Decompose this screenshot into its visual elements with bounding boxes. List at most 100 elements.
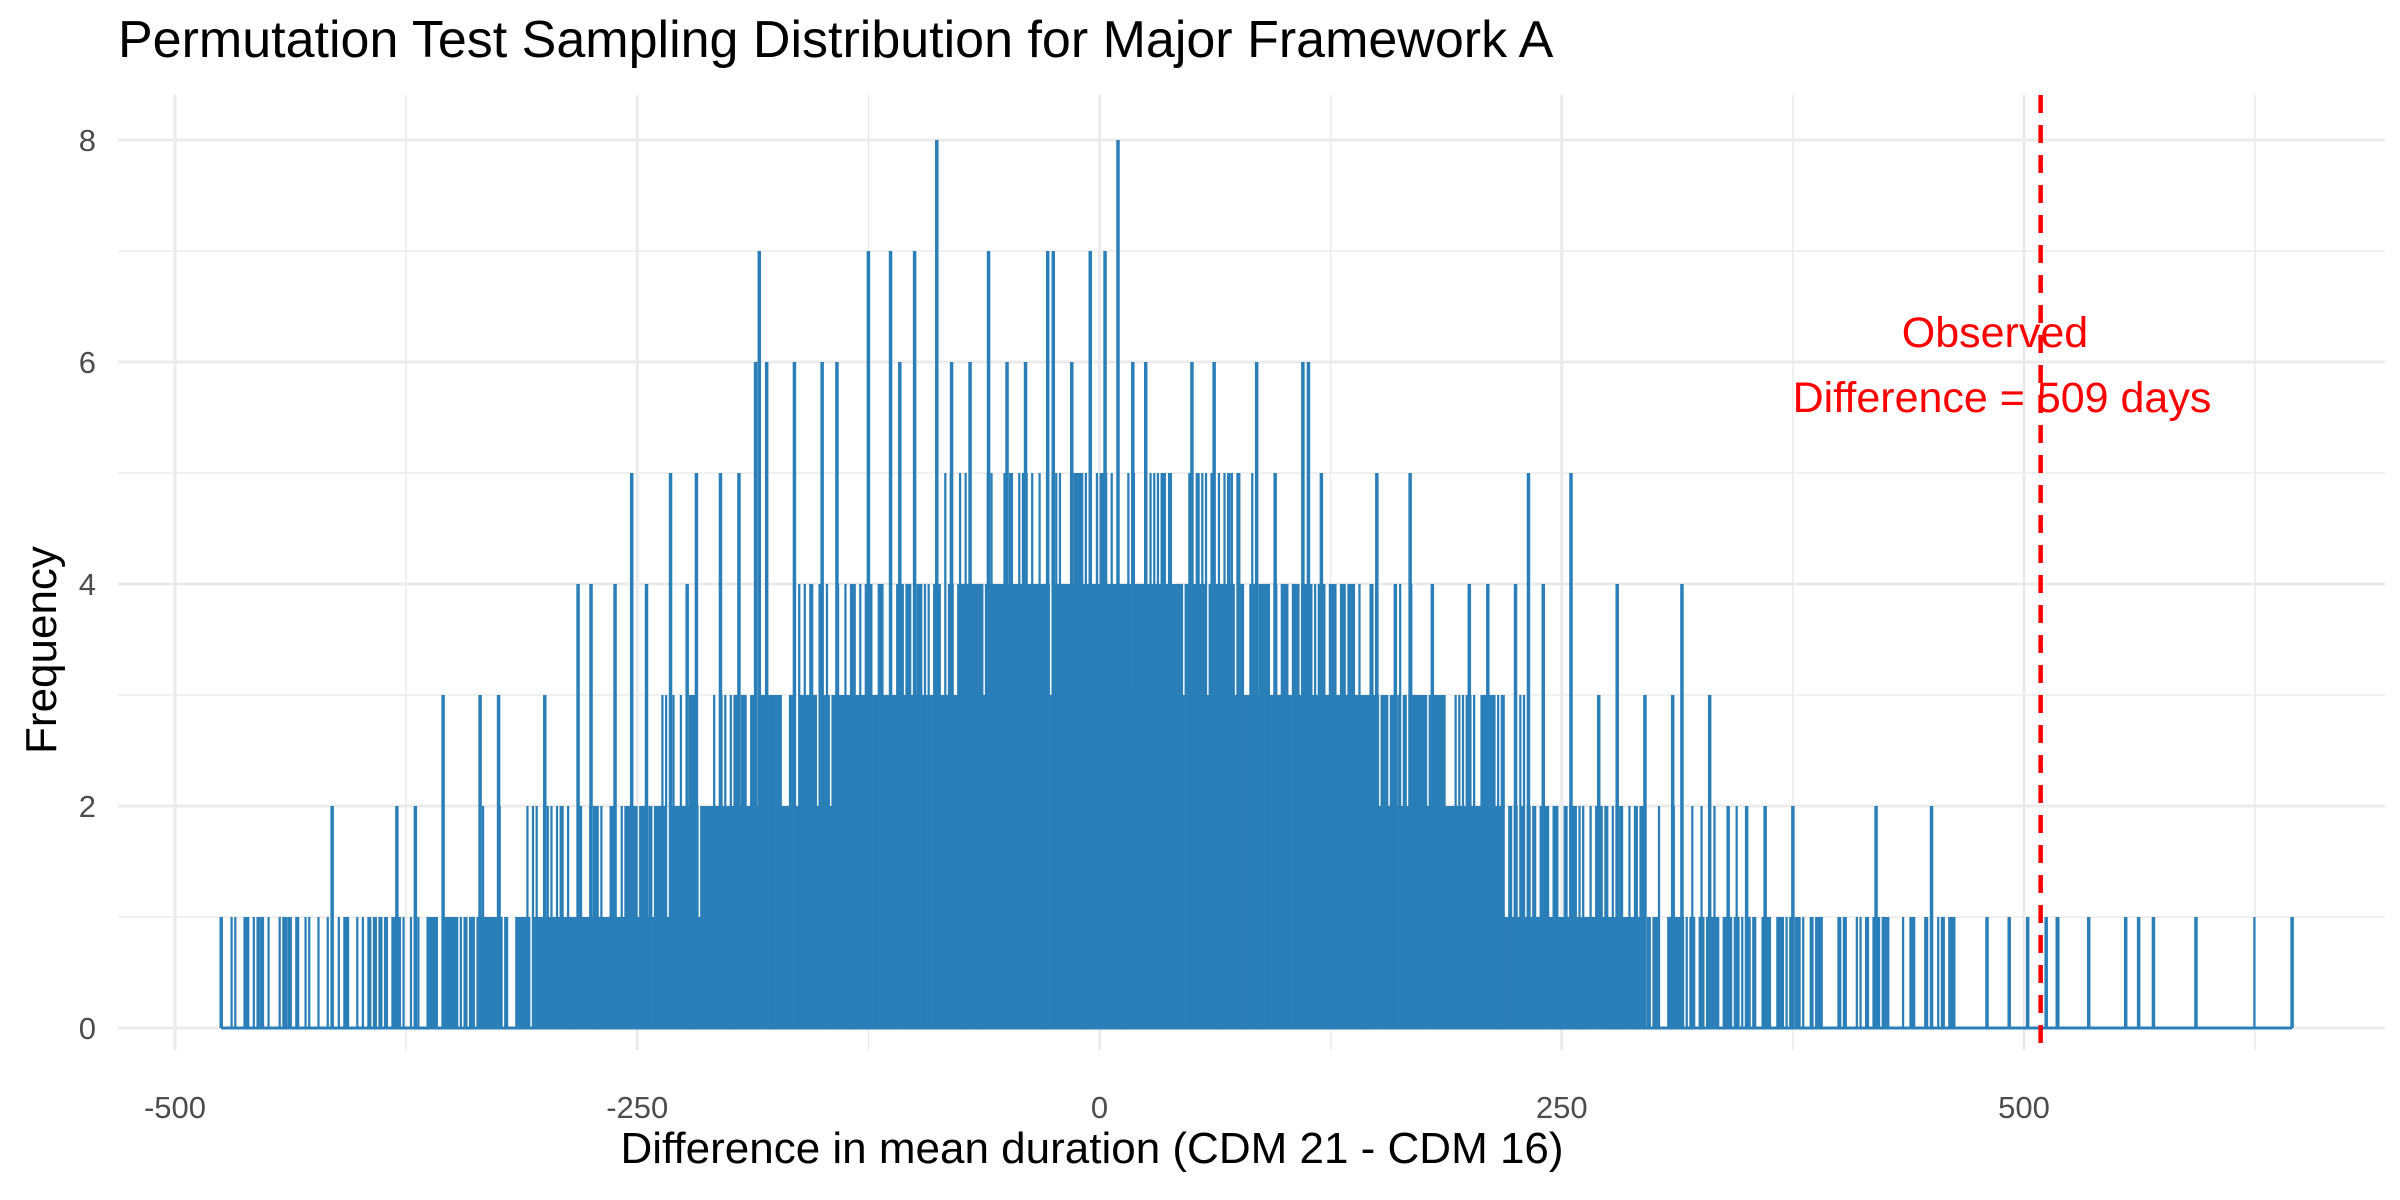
histogram-bar: [1110, 473, 1113, 1028]
histogram-bar: [762, 695, 766, 1028]
histogram-bar: [1502, 695, 1505, 1028]
histogram-bar: [1363, 695, 1367, 1028]
histogram-bar: [448, 917, 451, 1028]
histogram-bar: [1624, 917, 1627, 1028]
histogram-bar: [1282, 584, 1285, 1028]
histogram-bar: [846, 695, 849, 1028]
histogram-bar: [1317, 584, 1320, 1028]
histogram-bar: [818, 584, 821, 1028]
histogram-bar: [1014, 584, 1017, 1028]
histogram-bar: [674, 806, 677, 1028]
x-tick-labels: -500 -250 0 250 500: [144, 1090, 2050, 1125]
histogram-bar: [1522, 695, 1526, 1028]
histogram-bar: [433, 917, 437, 1028]
histogram-bar: [1717, 917, 1720, 1028]
histogram-bar: [517, 917, 520, 1028]
histogram-bar: [1099, 473, 1102, 1028]
histogram-bar: [775, 695, 779, 1028]
histogram-bar: [870, 584, 873, 1028]
histogram-bar: [361, 917, 364, 1028]
histogram-bar: [862, 695, 866, 1028]
histogram-bar: [1901, 917, 1905, 1028]
histogram-bar: [1082, 584, 1086, 1028]
histogram-bar: [1265, 584, 1269, 1028]
histogram-bar: [1504, 917, 1507, 1028]
histogram-bar: [500, 917, 503, 1028]
histogram-bar: [1267, 584, 1271, 1028]
histogram-bar: [260, 917, 263, 1028]
histogram-bar: [1151, 584, 1154, 1028]
histogram-bar: [1081, 473, 1084, 1028]
histogram-bar: [1602, 917, 1605, 1028]
histogram-bar: [607, 917, 610, 1028]
histogram-bar: [391, 917, 394, 1028]
histogram-bar: [635, 806, 638, 1028]
histogram-bar: [1593, 917, 1596, 1028]
histogram-bar: [679, 695, 683, 1028]
histogram-bar: [616, 917, 620, 1028]
y-tick-labels: 0 2 4 6 8: [79, 123, 96, 1046]
histogram-bar: [1304, 584, 1307, 1028]
histogram-bar: [304, 917, 307, 1028]
histogram-bar: [768, 695, 771, 1028]
histogram-bar: [1387, 806, 1391, 1028]
histogram-bar: [1465, 695, 1468, 1028]
histogram-bar: [770, 695, 773, 1028]
histogram-bar: [596, 806, 599, 1028]
histogram-bar: [816, 806, 819, 1028]
histogram-bar: [346, 917, 350, 1028]
histogram-bar: [1417, 695, 1420, 1028]
histogram-bar: [698, 917, 701, 1028]
histogram-bar: [1478, 806, 1481, 1028]
histogram-bar: [1539, 806, 1542, 1028]
histogram-bar: [378, 917, 381, 1028]
histogram-bar: [875, 695, 879, 1028]
histogram-bar: [1073, 473, 1076, 1028]
histogram-bar: [676, 806, 679, 1028]
histogram-bar: [1691, 806, 1694, 1028]
histogram-bar: [1365, 695, 1369, 1028]
histogram-bar: [1171, 584, 1174, 1028]
histogram-bar: [374, 917, 377, 1028]
histogram-bar: [1243, 695, 1246, 1028]
histogram-bar: [652, 917, 655, 1028]
histogram-bar: [1424, 695, 1428, 1028]
histogram-bar: [603, 917, 607, 1028]
histogram-bar: [234, 917, 237, 1028]
histogram-bar: [803, 584, 806, 1028]
histogram-bar: [520, 917, 524, 1028]
histogram-bar: [1460, 806, 1463, 1028]
histogram-bar: [1646, 917, 1650, 1028]
histogram-bar: [1140, 584, 1143, 1028]
histogram-bar: [1402, 695, 1405, 1028]
histogram-bar: [781, 806, 784, 1028]
histogram-bar: [1193, 584, 1197, 1028]
histogram-bar: [552, 917, 555, 1028]
histogram-bar: [550, 806, 553, 1028]
histogram-bar: [942, 695, 945, 1028]
histogram-bar: [981, 584, 984, 1028]
histogram-bar: [1495, 806, 1498, 1028]
histogram-bar: [1606, 806, 1609, 1028]
histogram-bar: [1423, 695, 1426, 1028]
histogram-bar: [1950, 917, 1953, 1028]
histogram-bar: [1378, 806, 1381, 1028]
histogram-bar: [1441, 695, 1444, 1028]
histogram-bar: [746, 806, 749, 1028]
histogram-bar: [1448, 806, 1452, 1028]
histogram-bar: [1733, 917, 1736, 1028]
histogram-bar: [1260, 584, 1263, 1028]
histogram-bar: [1428, 695, 1431, 1028]
histogram-bar: [1635, 806, 1638, 1028]
histogram-bar: [1154, 584, 1158, 1028]
histogram-bar: [864, 584, 867, 1028]
histogram-bar: [783, 806, 786, 1028]
histogram-bar: [1463, 806, 1467, 1028]
histogram-bar: [853, 584, 856, 1028]
histogram-bar: [703, 806, 707, 1028]
histogram-bar: [798, 584, 801, 1028]
histogram-bar: [809, 584, 812, 1028]
histogram-bar: [1546, 806, 1550, 1028]
histogram-bar: [326, 917, 329, 1028]
histogram-bar: [689, 695, 692, 1028]
